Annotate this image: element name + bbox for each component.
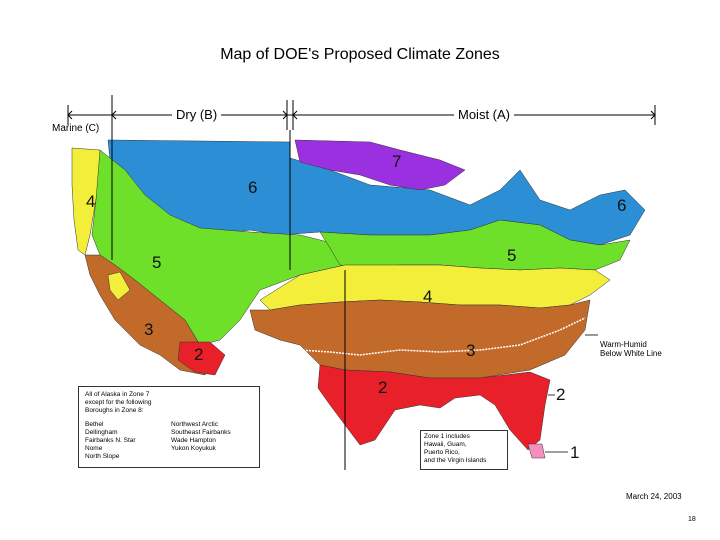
zone2-southwest-region [177, 341, 226, 376]
alaska-note-box: All of Alaska in Zone 7 except for the f… [78, 386, 260, 468]
callout-lines [545, 334, 598, 453]
warm-humid-line [299, 317, 586, 356]
marine-header: Marine (C) [52, 123, 100, 134]
zone4-west-label: 4 [86, 192, 96, 211]
zone4-central-label: 4 [423, 287, 433, 306]
zone1-region [527, 443, 546, 459]
zone3-south-region [249, 299, 591, 379]
map-title: Map of DOE's Proposed Climate Zones [220, 46, 500, 63]
zone6-east-label: 6 [617, 196, 627, 215]
zone5-east-label: 5 [507, 246, 517, 265]
zone4-nevada-pocket [107, 271, 131, 301]
zone3-central-label: 3 [466, 341, 476, 360]
zone1-callout-label: 1 [570, 443, 580, 462]
warm-humid-note: Warm-Humid Below White Line [600, 340, 662, 358]
zone6-west-label: 6 [248, 178, 258, 197]
dry-header: Dry (B) [172, 107, 222, 122]
date-label: March 24, 2003 [626, 492, 682, 501]
region-dividers [111, 130, 346, 470]
zone2-callout-label: 2 [556, 385, 566, 404]
zone2-west-label: 2 [194, 345, 204, 364]
header-dividers [67, 95, 656, 140]
moist-header: Moist (A) [454, 107, 514, 122]
page-number: 18 [688, 516, 696, 523]
alaska-note-intro: All of Alaska in Zone 7 except for the f… [85, 391, 152, 414]
zone7-region [294, 139, 466, 191]
zone2-gulf-region [317, 364, 551, 451]
alaska-note-col2: Northwest Arctic Southeast Fairbanks Wad… [171, 421, 231, 452]
zone5-west-label: 5 [152, 253, 162, 272]
zone3-west-label: 3 [144, 320, 154, 339]
zone1-note-box: Zone 1 includes Hawaii, Guam, Puerto Ric… [420, 430, 508, 470]
alaska-note-col1: Bethel Dellingham Fairbanks N. Star Nome… [85, 421, 136, 460]
zone7-label: 7 [392, 152, 402, 171]
zone2-central-label: 2 [378, 378, 388, 397]
